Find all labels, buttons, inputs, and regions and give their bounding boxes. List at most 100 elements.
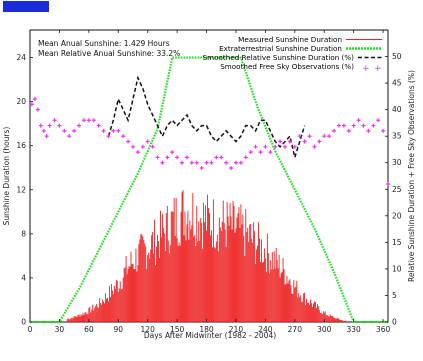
- y-right-tick-label: 20: [392, 211, 402, 220]
- free-sky-point: [336, 123, 341, 128]
- y-right-tick-label: 5: [392, 291, 397, 300]
- free-sky-point: [332, 128, 337, 133]
- x-axis-label: Days After Midwinter (1982 - 2004): [144, 331, 276, 340]
- free-sky-point: [140, 144, 145, 149]
- free-sky-point: [209, 160, 214, 165]
- free-sky-point: [351, 123, 356, 128]
- free-sky-point: [341, 123, 346, 128]
- corner-tab: [3, 1, 49, 12]
- free-sky-point: [29, 102, 34, 107]
- free-sky-point: [67, 134, 72, 139]
- free-sky-point: [135, 150, 140, 155]
- y-right-tick-label: 40: [392, 105, 402, 114]
- annotation-mean-sunshine: Mean Anual Sunshine: 1.429 Hours: [38, 39, 170, 48]
- y-left-tick-label: 16: [16, 141, 26, 150]
- free-sky-point: [121, 134, 126, 139]
- free-sky-point: [371, 123, 376, 128]
- y-right-tick-label: 15: [392, 238, 402, 247]
- free-sky-point: [116, 128, 121, 133]
- y-right-tick-label: 10: [392, 264, 402, 273]
- free-sky-point: [199, 166, 204, 171]
- free-sky-point: [248, 150, 253, 155]
- x-tick-label: 150: [170, 325, 185, 334]
- y-left-tick-label: 24: [16, 53, 26, 62]
- free-sky-point: [44, 134, 49, 139]
- free-sky-point: [170, 150, 175, 155]
- series-lines: [29, 56, 390, 324]
- free-sky-point: [184, 155, 189, 160]
- free-sky-point: [52, 118, 57, 123]
- free-sky-point: [126, 139, 131, 144]
- relative-sunshine-line: [107, 75, 306, 161]
- legend-label-free-sky: Smoothed Free Sky Observations (%): [220, 62, 354, 71]
- free-sky-point: [366, 128, 371, 133]
- free-sky-point: [346, 128, 351, 133]
- free-sky-point: [106, 134, 111, 139]
- y-left-tick-label: 4: [21, 273, 26, 282]
- y-right-tick-label: 0: [392, 318, 397, 327]
- free-sky-point: [180, 160, 185, 165]
- free-sky-point: [86, 118, 91, 123]
- free-sky-point: [263, 144, 268, 149]
- x-tick-label: 180: [199, 325, 214, 334]
- free-sky-point: [233, 160, 238, 165]
- y-right-tick-label: 45: [392, 79, 402, 88]
- x-tick-label: 270: [288, 325, 303, 334]
- x-tick-label: 30: [55, 325, 65, 334]
- free-sky-point: [150, 144, 155, 149]
- x-tick-label: 360: [376, 325, 391, 334]
- x-tick-label: 120: [141, 325, 156, 334]
- free-sky-point: [145, 139, 150, 144]
- free-sky-point: [356, 118, 361, 123]
- y-left-tick-label: 8: [21, 229, 26, 238]
- svg-text:+: +: [362, 64, 370, 74]
- free-sky-point: [35, 107, 40, 112]
- y-axis-left-label: Sunshine Duration (hours): [2, 127, 11, 226]
- free-sky-point: [38, 123, 43, 128]
- free-sky-point: [194, 160, 199, 165]
- y-left-tick-label: 20: [16, 97, 26, 106]
- y-right-tick-label: 30: [392, 158, 402, 167]
- x-tick-label: 0: [28, 325, 33, 334]
- free-sky-point: [278, 139, 283, 144]
- y-right-tick-label: 25: [392, 185, 402, 194]
- free-sky-point: [376, 118, 381, 123]
- free-sky-point: [32, 97, 37, 102]
- free-sky-point: [327, 134, 332, 139]
- free-sky-point: [91, 118, 96, 123]
- axis-ticks: 0 30 60 90 120 150 180 210 240 270 300 330 360048121…: [16, 30, 402, 334]
- free-sky-point: [77, 123, 82, 128]
- free-sky-point: [165, 155, 170, 160]
- free-sky-point: [72, 128, 77, 133]
- free-sky-point: [258, 150, 263, 155]
- free-sky-point: [81, 118, 86, 123]
- free-sky-point: [238, 160, 243, 165]
- free-sky-point: [312, 144, 317, 149]
- free-sky-point: [307, 134, 312, 139]
- free-sky-point: [322, 134, 327, 139]
- free-sky-point: [287, 139, 292, 144]
- free-sky-point: [111, 128, 116, 133]
- legend-label-measured: Measured Sunshine Duration: [238, 35, 342, 44]
- free-sky-point: [224, 160, 229, 165]
- free-sky-point: [292, 144, 297, 149]
- free-sky-point: [101, 128, 106, 133]
- free-sky-point: [268, 150, 273, 155]
- legend: Measured Sunshine Duration Extraterrestr…: [203, 35, 382, 74]
- extraterrestrial-line: [30, 56, 388, 324]
- measured-sunshine-bars: [66, 190, 347, 322]
- free-sky-point: [229, 166, 234, 171]
- y-left-tick-label: 0: [21, 318, 26, 327]
- free-sky-point: [204, 160, 209, 165]
- free-sky-point: [62, 128, 67, 133]
- x-tick-label: 300: [317, 325, 332, 334]
- free-sky-point: [57, 123, 62, 128]
- plot-frame: [29, 29, 389, 323]
- svg-text:+: +: [374, 64, 382, 74]
- x-tick-label: 60: [84, 325, 94, 334]
- free-sky-point: [243, 155, 248, 160]
- free-sky-point: [253, 144, 258, 149]
- free-sky-point: [155, 155, 160, 160]
